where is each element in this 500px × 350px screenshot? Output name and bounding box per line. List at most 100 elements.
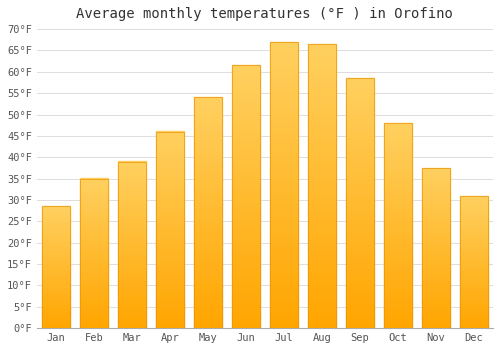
Bar <box>194 106 222 111</box>
Bar <box>118 325 146 328</box>
Bar <box>194 286 222 291</box>
Bar <box>118 231 146 235</box>
Bar <box>194 208 222 213</box>
Bar <box>308 44 336 328</box>
Bar <box>118 168 146 172</box>
Bar <box>42 311 70 314</box>
Bar <box>346 78 374 328</box>
Bar <box>460 206 488 209</box>
Bar <box>384 221 412 226</box>
Bar <box>422 248 450 251</box>
Bar <box>270 150 298 156</box>
Bar <box>42 223 70 226</box>
Bar <box>194 323 222 328</box>
Bar <box>156 171 184 175</box>
Bar <box>384 303 412 308</box>
Bar <box>156 147 184 151</box>
Bar <box>460 209 488 212</box>
Bar <box>308 101 336 106</box>
Bar <box>232 144 260 149</box>
Bar <box>270 311 298 317</box>
Bar <box>308 237 336 243</box>
Bar <box>308 214 336 220</box>
Bar <box>42 214 70 216</box>
Bar <box>422 168 450 171</box>
Bar <box>118 208 146 211</box>
Bar <box>232 296 260 302</box>
Bar <box>270 173 298 179</box>
Bar <box>80 262 108 265</box>
Bar <box>346 273 374 278</box>
Bar <box>384 242 412 246</box>
Bar <box>346 233 374 238</box>
Bar <box>308 140 336 146</box>
Bar <box>308 135 336 141</box>
Bar <box>422 168 450 328</box>
Bar <box>80 196 108 200</box>
Bar <box>118 188 146 191</box>
Bar <box>270 93 298 99</box>
Bar <box>308 305 336 311</box>
Bar <box>156 253 184 258</box>
Bar <box>156 261 184 265</box>
Bar <box>460 288 488 291</box>
Bar <box>42 231 70 233</box>
Bar <box>194 212 222 217</box>
Bar <box>422 293 450 296</box>
Bar <box>270 253 298 259</box>
Bar <box>80 280 108 283</box>
Bar <box>156 151 184 155</box>
Bar <box>42 206 70 328</box>
Bar <box>346 98 374 103</box>
Bar <box>308 226 336 232</box>
Bar <box>42 299 70 301</box>
Bar <box>422 245 450 248</box>
Bar <box>118 248 146 252</box>
Bar <box>308 95 336 101</box>
Bar <box>308 271 336 277</box>
Bar <box>422 232 450 235</box>
Bar <box>194 120 222 125</box>
Bar <box>308 294 336 300</box>
Bar <box>232 176 260 181</box>
Bar <box>80 310 108 313</box>
Bar <box>308 231 336 237</box>
Bar <box>422 325 450 328</box>
Bar <box>346 103 374 108</box>
Bar <box>270 196 298 202</box>
Bar <box>308 277 336 283</box>
Bar <box>270 214 298 219</box>
Bar <box>346 118 374 123</box>
Bar <box>346 193 374 198</box>
Bar <box>346 178 374 183</box>
Bar <box>270 316 298 322</box>
Bar <box>232 323 260 328</box>
Bar <box>80 292 108 295</box>
Bar <box>270 127 298 133</box>
Bar <box>80 253 108 257</box>
Bar <box>460 225 488 228</box>
Bar <box>118 221 146 225</box>
Bar <box>384 201 412 205</box>
Bar <box>118 161 146 165</box>
Bar <box>460 312 488 315</box>
Bar <box>156 233 184 238</box>
Bar <box>42 301 70 304</box>
Bar <box>80 193 108 197</box>
Bar <box>194 291 222 296</box>
Bar <box>422 222 450 226</box>
Bar <box>156 194 184 198</box>
Bar <box>232 65 260 71</box>
Bar <box>118 185 146 188</box>
Bar <box>194 231 222 236</box>
Bar <box>232 207 260 212</box>
Bar <box>308 66 336 72</box>
Bar <box>194 273 222 278</box>
Bar <box>460 240 488 243</box>
Bar <box>194 185 222 190</box>
Bar <box>232 265 260 271</box>
Bar <box>194 139 222 143</box>
Bar <box>80 214 108 217</box>
Bar <box>308 311 336 317</box>
Bar <box>422 209 450 213</box>
